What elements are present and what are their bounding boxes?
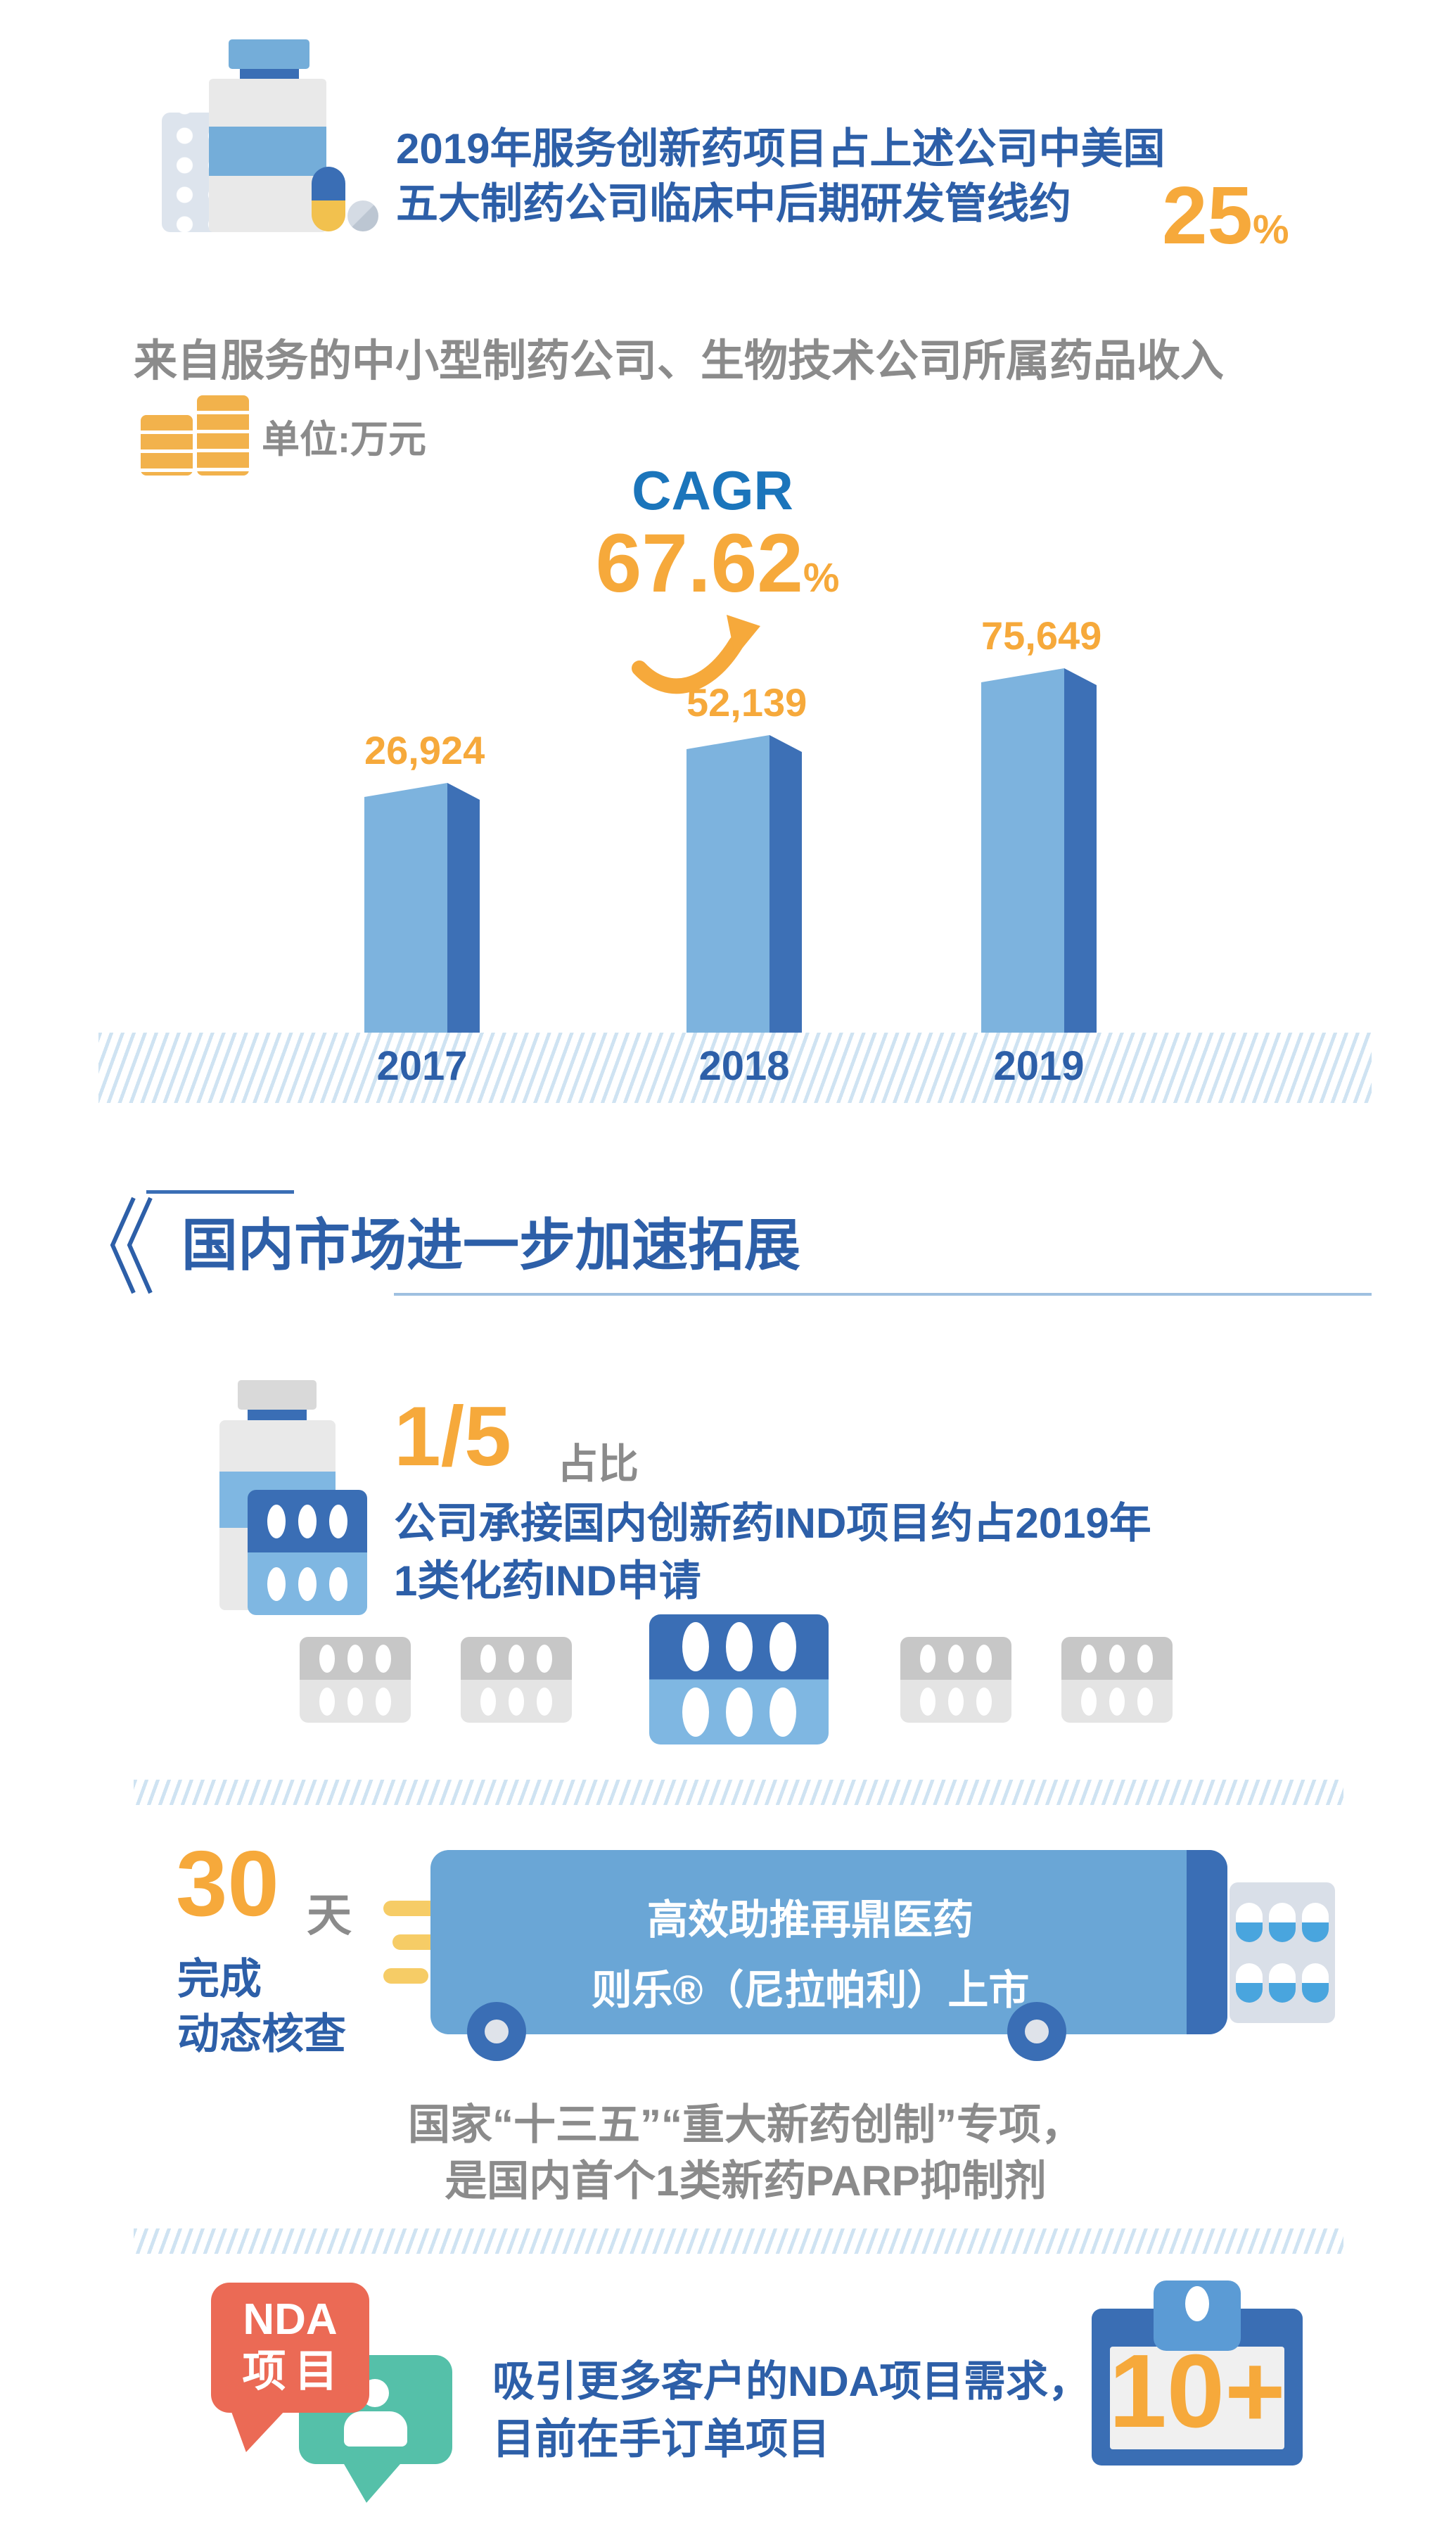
vial-neck-icon	[248, 1410, 307, 1420]
bar-side-face	[1064, 668, 1097, 1033]
fifth-fraction-label: 占比	[557, 1441, 639, 1487]
cagr-percent-sign: %	[803, 555, 840, 601]
bottle-neck-icon	[240, 69, 299, 80]
truck-blister-icon	[1230, 1882, 1335, 2023]
top-stat-line1: 2019年服务创新药项目占上述公司中美国	[396, 125, 1166, 172]
cagr-value: 67.62%	[570, 522, 865, 605]
nda-badge-line2: 项目	[242, 2347, 347, 2396]
wheel-icon	[1007, 2002, 1066, 2061]
divider-strip	[134, 2228, 1343, 2254]
top-stat-value: 25%	[1162, 174, 1289, 256]
growth-arrow-icon	[632, 615, 760, 694]
gray-blister-icon	[461, 1637, 572, 1723]
clipboard-clip	[1154, 2281, 1241, 2351]
teal-bubble-tail	[341, 2459, 404, 2503]
header-top-line	[146, 1190, 294, 1194]
double-chevron-icon	[110, 1197, 153, 1294]
vial-cap-icon	[238, 1380, 317, 1410]
chart-baseline-strip	[98, 1033, 1372, 1103]
truck-text-line1: 高效助推再鼎医药	[646, 1897, 973, 1943]
clipboard-icon: 10+	[1092, 2281, 1303, 2466]
cagr-number: 67.62	[595, 517, 803, 610]
gray-blister-icon	[300, 1637, 411, 1723]
clipboard-paper	[1110, 2347, 1284, 2449]
thirty-number: 30	[176, 1832, 279, 1935]
bar-year-label: 2018	[698, 1043, 790, 1089]
clipboard-clip-hole	[1185, 2286, 1209, 2321]
bar-front-face	[981, 668, 1064, 1033]
header-bottom-line	[394, 1293, 1372, 1296]
delivery-truck-icon: 高效助推再鼎医药 则乐®（尼拉帕利）上市	[430, 1850, 1227, 2034]
cagr-label: CAGR	[632, 459, 793, 521]
truck-cab-stripe	[1187, 1850, 1227, 2034]
bar-2018: 52,139 2018	[687, 680, 807, 1089]
coins-icon	[141, 415, 193, 476]
gray-blister-icon	[900, 1637, 1011, 1723]
person-icon	[344, 2411, 407, 2447]
nda-badge-line1: NDA	[243, 2295, 338, 2344]
coins-icon	[197, 395, 249, 476]
wheel-icon	[467, 2002, 526, 2061]
highlighted-blue-blister-icon	[649, 1614, 829, 1744]
truck-text-line2: 则乐®（尼拉帕利）上市	[591, 1967, 1030, 2013]
chart-title: 来自服务的中小型制药公司、生物技术公司所属药品收入	[134, 337, 1225, 385]
truck-note-line1: 国家“十三五”“重大新药创制”专项，	[408, 2101, 1083, 2148]
bar-front-face	[364, 783, 447, 1033]
thirty-unit: 天	[307, 1890, 352, 1941]
fifth-fraction: 1/5	[394, 1389, 511, 1484]
capsule-icon	[312, 167, 345, 231]
fifth-desc-line2: 1类化药IND申请	[394, 1557, 701, 1605]
bar-year-label: 2019	[993, 1043, 1085, 1089]
nda-desc-line2: 目前在手订单项目	[492, 2416, 830, 2463]
section-header: 国内市场进一步加速拓展	[181, 1214, 800, 1277]
nda-bubble-tail	[231, 2410, 286, 2452]
nda-desc-line1: 吸引更多客户的NDA项目需求，	[492, 2358, 1090, 2405]
nda-badge: NDA 项目	[211, 2283, 369, 2413]
bar-side-face	[447, 783, 480, 1033]
blue-blister-icon	[248, 1490, 367, 1615]
thirty-caption-line1: 完成	[177, 1956, 262, 2003]
bar-value-label: 52,139	[687, 680, 807, 725]
divider-strip	[134, 1780, 1343, 1805]
gray-blister-icon	[1061, 1637, 1173, 1723]
nda-count: 10+	[1109, 2333, 1286, 2449]
bar-side-face	[769, 735, 802, 1033]
truck-note-line2: 是国内首个1类新药PARP抑制剂	[445, 2157, 1047, 2205]
thirty-caption-line2: 动态核查	[177, 2010, 346, 2058]
bottle-label-icon	[209, 127, 326, 176]
speed-line-icon	[383, 1968, 428, 1984]
top-stat-number: 25	[1162, 170, 1253, 261]
bar-2019: 75,649 2019	[981, 613, 1101, 1089]
bar-value-label: 75,649	[981, 613, 1102, 658]
bar-2017: 26,924 2017	[364, 728, 485, 1089]
bottle-cap-icon	[229, 39, 309, 69]
top-stat-percent-sign: %	[1253, 207, 1289, 253]
bar-year-label: 2017	[376, 1043, 468, 1089]
tablet-icon	[347, 200, 378, 231]
bar-value-label: 26,924	[364, 728, 485, 772]
bar-front-face	[687, 735, 769, 1033]
chart-unit-label: 单位:万元	[262, 419, 426, 461]
top-stat-line2: 五大制药公司临床中后期研发管线约	[396, 180, 1071, 227]
fifth-desc-line1: 公司承接国内创新药IND项目约占2019年	[394, 1500, 1151, 1547]
